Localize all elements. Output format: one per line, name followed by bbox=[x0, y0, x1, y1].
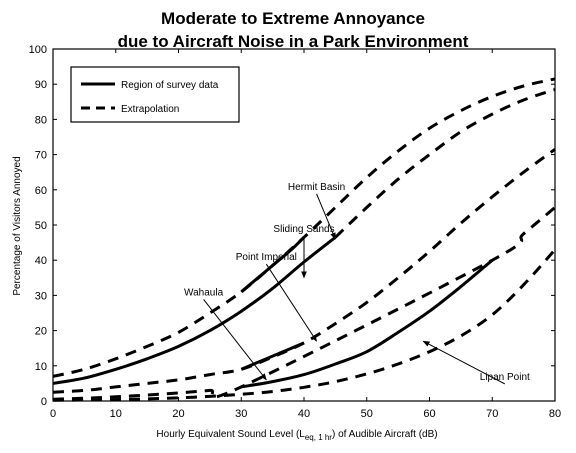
annotation-lipan-point: Lipan Point bbox=[480, 372, 530, 383]
x-tick-label: 20 bbox=[172, 408, 184, 420]
x-tick-label: 80 bbox=[549, 408, 561, 420]
y-axis-label: Percentage of Visitors Annoyed bbox=[12, 156, 23, 295]
y-tick-label: 50 bbox=[35, 220, 47, 232]
x-axis-label-part2: ) of Audible Aircraft (dB) bbox=[332, 429, 438, 440]
series-point-imperial-survey-line bbox=[240, 341, 305, 371]
series-hermit-basin-survey-line bbox=[240, 236, 306, 294]
y-tick-label: 90 bbox=[35, 79, 47, 91]
y-tick-label: 70 bbox=[35, 150, 47, 162]
legend-label-dashed: Extrapolation bbox=[121, 104, 179, 115]
x-tick-label: 50 bbox=[361, 408, 373, 420]
legend-box bbox=[70, 66, 240, 123]
plot-area: 0 10 20 30 40 50 60 70 80 0 10 20 30 40 50 60 70 80 90 100 H… bbox=[29, 44, 561, 420]
annotation-point-imperial-arrow bbox=[265, 263, 317, 342]
x-tick-label: 60 bbox=[423, 408, 435, 420]
annotation-hermit-basin: Hermit Basin bbox=[288, 182, 345, 193]
y-tick-label: 30 bbox=[35, 290, 47, 302]
y-tick-label: 40 bbox=[35, 255, 47, 267]
x-axis-label-subscript: eq, 1 hr bbox=[305, 433, 332, 442]
series-wahaula-extrapolation-line bbox=[52, 206, 556, 401]
annotation-wahaula-arrow bbox=[203, 299, 267, 381]
x-tick-label: 40 bbox=[298, 408, 310, 420]
x-tick-label: 30 bbox=[235, 408, 247, 420]
chart-title-line1: Moderate to Extreme Annoyance bbox=[161, 9, 425, 28]
series-sliding-sands-extrapolation-line bbox=[334, 88, 556, 239]
x-tick-label: 70 bbox=[486, 408, 498, 420]
series-sliding-sands-survey-line bbox=[52, 236, 337, 385]
y-tick-label: 0 bbox=[41, 396, 47, 408]
x-tick-label: 0 bbox=[50, 408, 56, 420]
annotation-lipan-point-arrow bbox=[422, 340, 506, 385]
annotation-point-imperial: Point Imperial bbox=[236, 252, 297, 263]
x-axis-label-part1: Hourly Equivalent Sound Level (L bbox=[156, 429, 305, 440]
chart-title-line2: due to Aircraft Noise in a Park Environm… bbox=[118, 32, 469, 51]
series-wahaula-survey-line bbox=[241, 259, 494, 389]
y-tick-label: 60 bbox=[35, 185, 47, 197]
annotation-hermit-basin-arrow bbox=[316, 193, 336, 240]
y-tick-label: 100 bbox=[29, 44, 47, 56]
y-tick-label: 10 bbox=[35, 361, 47, 373]
legend-label-solid: Region of survey data bbox=[121, 80, 219, 91]
x-axis-label: Hourly Equivalent Sound Level (Leq, 1 hr… bbox=[156, 429, 437, 442]
y-tick-label: 20 bbox=[35, 326, 47, 338]
x-tick-label: 10 bbox=[110, 408, 122, 420]
y-tick-label: 80 bbox=[35, 114, 47, 126]
annotation-wahaula: Wahaula bbox=[184, 287, 224, 298]
annotation-sliding-sands: Sliding Sands bbox=[273, 224, 334, 235]
series-lipan-point-extrapolation-line bbox=[52, 248, 557, 402]
